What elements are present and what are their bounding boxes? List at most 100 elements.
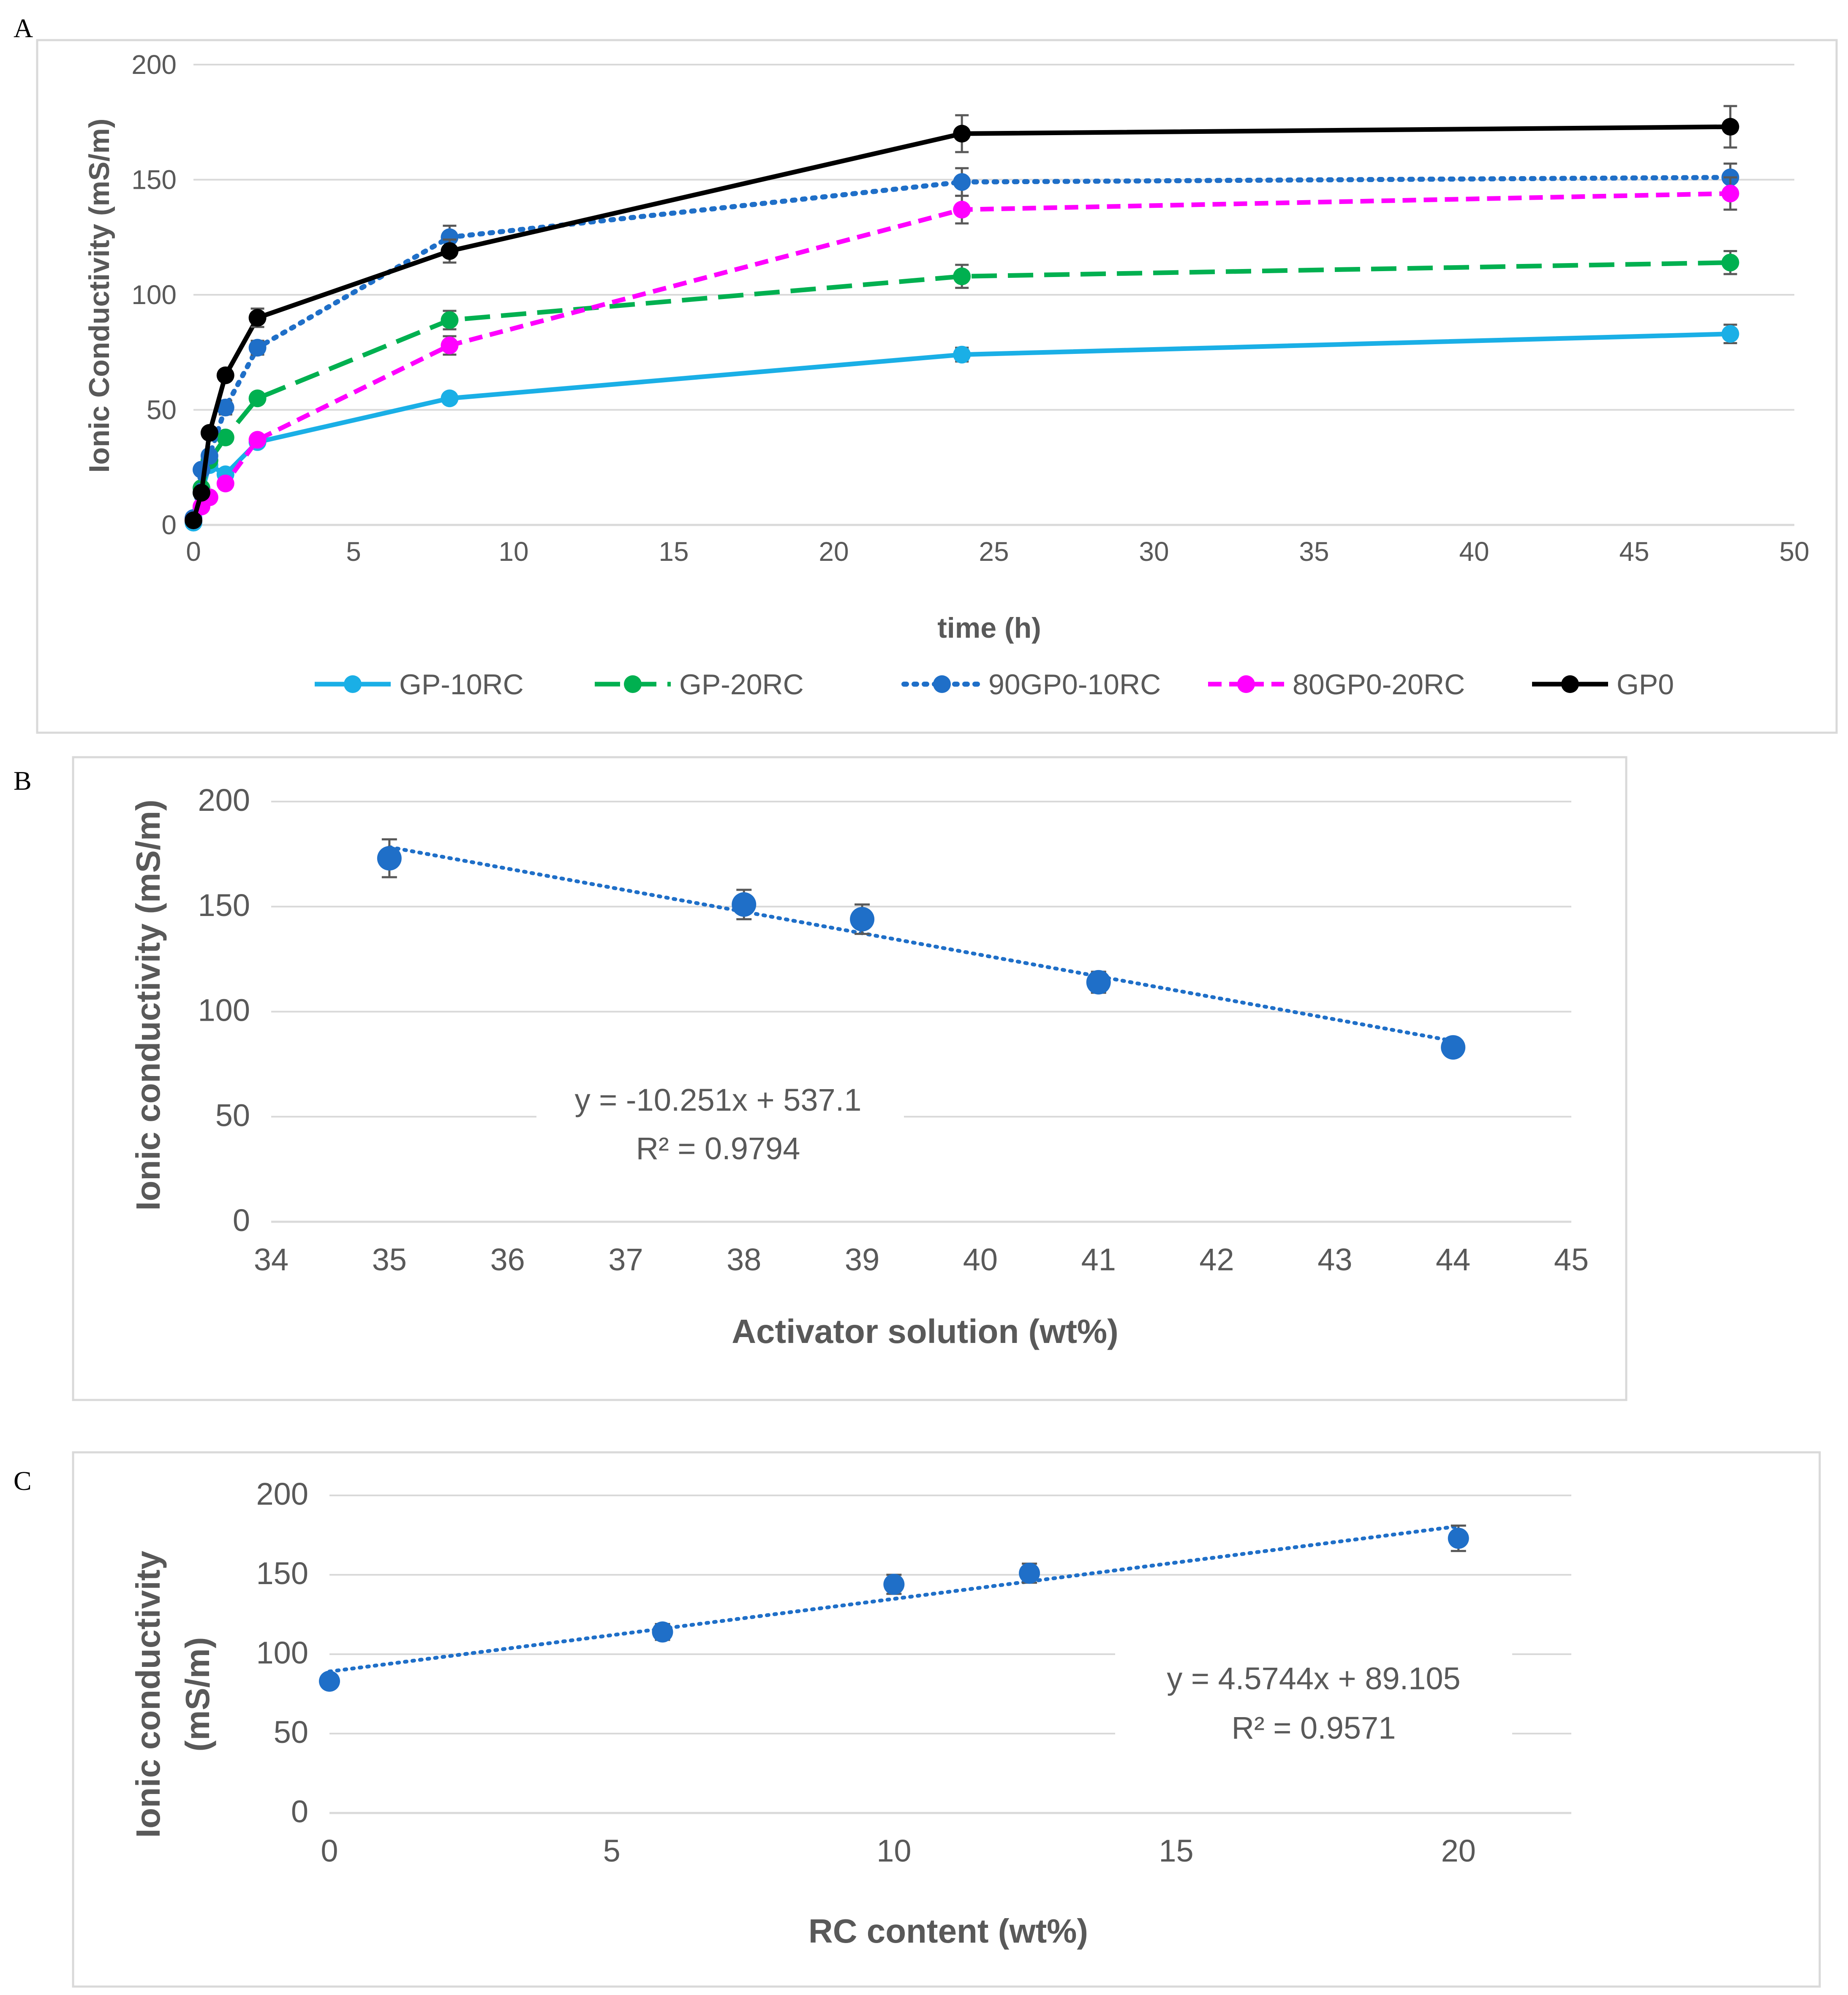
b-y-tick-label: 200 <box>198 783 250 818</box>
a-x-tick-label: 5 <box>346 536 361 567</box>
c-x-tick-label: 15 <box>1159 1833 1193 1868</box>
panel-a-series <box>185 105 1739 532</box>
panel-b-x-axis-title: Activator solution (wt%) <box>732 1313 1119 1350</box>
data-point-gp-20rc <box>1721 253 1739 272</box>
panel-c-y-ticks: 0 50 100 150 200 <box>256 1476 308 1829</box>
c-data-point-group <box>652 1621 673 1643</box>
c-x-tick-label: 5 <box>603 1833 621 1868</box>
data-point-gp0 <box>192 484 210 502</box>
data-point-gp-10rc <box>441 389 459 408</box>
panel-c-equation-bg <box>1115 1651 1512 1753</box>
a-y-tick-label: 0 <box>161 510 177 540</box>
b-data-point-group <box>377 838 402 878</box>
b-x-tick-label: 36 <box>490 1242 525 1277</box>
b-y-tick-label: 150 <box>198 888 250 923</box>
c-data-point <box>883 1574 905 1595</box>
legend-swatch-marker <box>624 675 642 693</box>
a-x-tick-label: 30 <box>1139 536 1169 567</box>
a-y-tick-label: 200 <box>131 49 177 80</box>
data-point-90gp0-10rc <box>248 339 267 357</box>
b-x-tick-label: 42 <box>1199 1242 1234 1277</box>
b-data-point-group <box>850 903 875 935</box>
a-y-tick-label: 100 <box>131 280 177 310</box>
b-y-tick-label: 50 <box>215 1098 250 1133</box>
data-point-gp0 <box>185 511 202 530</box>
c-data-point-group <box>319 1670 340 1692</box>
a-y-tick-label: 50 <box>147 395 177 425</box>
panel-a-frame <box>36 39 1838 734</box>
panel-c-x-axis-title: RC content (wt%) <box>808 1912 1088 1950</box>
panel-a-y-axis-title: Ionic Conductivity (mS/m) <box>83 119 115 473</box>
data-point-80gp0-20rc <box>248 431 267 449</box>
c-y-tick-label: 0 <box>291 1794 308 1829</box>
b-data-point <box>377 846 402 871</box>
b-data-point <box>850 907 875 932</box>
series-gp0 <box>185 105 1739 530</box>
panel-c-letter: C <box>14 1466 32 1496</box>
data-point-gp-20rc <box>441 311 459 329</box>
panel-b-letter: B <box>14 766 32 796</box>
series-80gp0-20rc <box>185 176 1739 530</box>
panel-b-trendline-group <box>387 845 1455 1043</box>
legend-label: GP-20RC <box>679 669 804 701</box>
a-x-tick-label: 40 <box>1459 536 1489 567</box>
a-x-tick-label: 0 <box>186 536 201 567</box>
b-y-tick-label: 100 <box>198 993 250 1028</box>
c-x-tick-label: 0 <box>321 1833 338 1868</box>
data-point-90gp0-10rc <box>441 228 459 246</box>
data-point-80gp0-20rc <box>441 336 459 354</box>
data-point-gp-20rc <box>216 428 234 446</box>
a-x-tick-label: 45 <box>1619 536 1649 567</box>
c-data-point <box>652 1621 673 1643</box>
legend-label: GP0 <box>1617 669 1674 701</box>
a-y-tick-label: 150 <box>131 165 177 195</box>
a-x-tick-label: 20 <box>819 536 849 567</box>
data-point-gp-20rc <box>248 389 267 408</box>
data-point-90gp0-10rc <box>216 399 234 417</box>
panel-b-points <box>377 838 1466 1060</box>
panel-c-frame <box>72 1451 1821 1988</box>
data-point-gp0 <box>441 242 459 260</box>
panel-c-points <box>319 1524 1469 1692</box>
data-point-gp0 <box>1721 118 1739 136</box>
b-x-tick-label: 37 <box>608 1242 643 1277</box>
b-x-tick-label: 34 <box>254 1242 288 1277</box>
panel-b-y-axis-title: Ionic conductivity (mS/m) <box>129 799 167 1210</box>
b-x-tick-label: 39 <box>845 1242 879 1277</box>
c-data-point-group <box>883 1574 905 1595</box>
panel-c-trendline-group <box>327 1524 1461 1674</box>
panel-c-r2: R² = 0.9571 <box>1232 1710 1396 1745</box>
legend-label: 90GP0-10RC <box>988 669 1161 701</box>
panel-b-x-ticks: 34 35 36 37 38 39 40 41 42 43 44 45 <box>254 1242 1589 1277</box>
panel-a: A 0 50 100 150 200 0 5 10 15 20 25 30 35 40 45 50 Ioni… <box>14 13 1838 734</box>
panel-a-x-ticks: 0 5 10 15 20 25 30 35 40 45 50 <box>186 536 1809 567</box>
legend-label: 80GP0-20RC <box>1293 669 1465 701</box>
b-data-point-group <box>1441 1035 1466 1060</box>
panel-b-grid <box>271 801 1571 1223</box>
b-x-tick-label: 44 <box>1436 1242 1470 1277</box>
panel-a-x-axis-title: time (h) <box>937 612 1041 644</box>
c-data-point <box>1019 1563 1040 1584</box>
b-x-tick-label: 45 <box>1554 1242 1589 1277</box>
c-y-tick-label: 50 <box>274 1715 308 1750</box>
legend-label: GP-10RC <box>399 669 524 701</box>
c-data-point-group <box>1448 1524 1469 1552</box>
a-x-tick-label: 15 <box>659 536 689 567</box>
legend-swatch-marker <box>1561 675 1579 693</box>
legend-swatch-marker <box>1237 675 1255 693</box>
b-x-tick-label: 41 <box>1081 1242 1116 1277</box>
panel-b-equation: y = -10.251x + 537.1 <box>575 1082 862 1117</box>
b-y-tick-label: 0 <box>233 1203 250 1238</box>
c-x-tick-label: 10 <box>876 1833 911 1868</box>
a-x-tick-label: 25 <box>979 536 1009 567</box>
panel-c-y-axis-title-line1: Ionic conductivity <box>129 1550 167 1838</box>
legend-swatch-marker <box>344 675 362 693</box>
panel-a-y-ticks: 0 50 100 150 200 <box>131 49 177 540</box>
a-x-tick-label: 10 <box>498 536 528 567</box>
panel-c-equation: y = 4.5744x + 89.105 <box>1167 1661 1460 1696</box>
c-data-point-group <box>1019 1563 1040 1584</box>
panel-b-equation-bg <box>536 1073 904 1174</box>
data-point-80gp0-20rc <box>216 474 234 492</box>
